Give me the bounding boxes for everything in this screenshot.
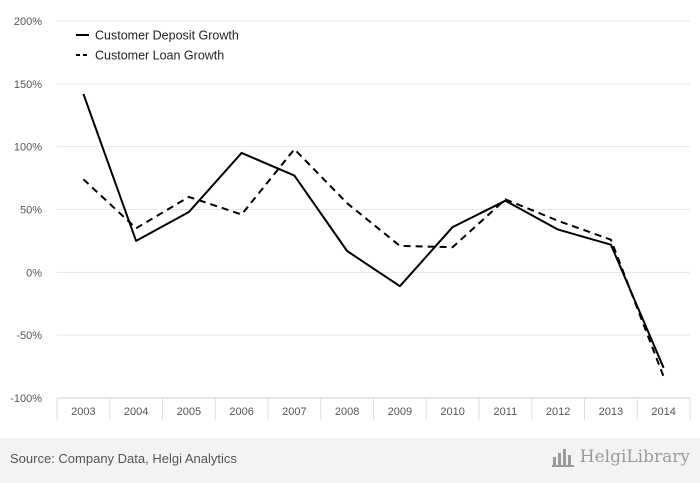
brand[interactable]: HelgiLibrary <box>551 447 690 467</box>
series-lines <box>82 93 665 377</box>
x-tick-label: 2008 <box>335 406 359 418</box>
x-tick-label: 2005 <box>177 406 201 418</box>
line-chart: 200%150%100%50%0%-50%-100% 2003 2004 2005 2… <box>10 16 691 420</box>
x-tick-label: 2012 <box>546 406 570 418</box>
x-tick-label: 2013 <box>599 406 623 418</box>
customer-loan-growth-line <box>82 148 665 377</box>
brand-name: HelgiLibrary <box>579 447 690 467</box>
y-axis: 200% 150% 100% 50% 0% -50% -100% <box>10 16 42 405</box>
y-tick-label: 0% <box>26 267 42 279</box>
y-tick-label: 50% <box>20 205 42 217</box>
x-tick-label: 2010 <box>440 406 464 418</box>
x-tick-label: 2004 <box>124 406 148 418</box>
source-text: Source: Company Data, Helgi Analytics <box>10 451 237 466</box>
customer-deposit-growth-line <box>82 93 665 369</box>
legend-label: Customer Loan Growth <box>95 49 224 63</box>
x-tick-label: 2009 <box>388 406 412 418</box>
x-tick-label: 2006 <box>229 406 253 418</box>
legend: Customer Deposit Growth Customer Loan Gro… <box>76 29 239 63</box>
y-tick-label: -100% <box>10 393 42 405</box>
y-tick-label: 200% <box>14 16 42 28</box>
grid-lines <box>57 20 690 399</box>
footer: Source: Company Data, Helgi Analytics He… <box>0 438 700 483</box>
x-tick-label: 2007 <box>282 406 306 418</box>
x-tick-label: 2003 <box>71 406 95 418</box>
y-tick-label: 150% <box>14 79 42 91</box>
bar-chart-logo-icon <box>551 449 574 467</box>
x-tick-label: 2011 <box>494 406 518 418</box>
x-axis: 2003 2004 2005 2006 2007 2008 2009 2010 2011 2012… <box>56 397 691 420</box>
y-tick-label: -50% <box>16 330 42 342</box>
y-tick-label: 100% <box>14 142 42 154</box>
x-tick-label: 2014 <box>651 406 675 418</box>
legend-label: Customer Deposit Growth <box>95 29 239 43</box>
